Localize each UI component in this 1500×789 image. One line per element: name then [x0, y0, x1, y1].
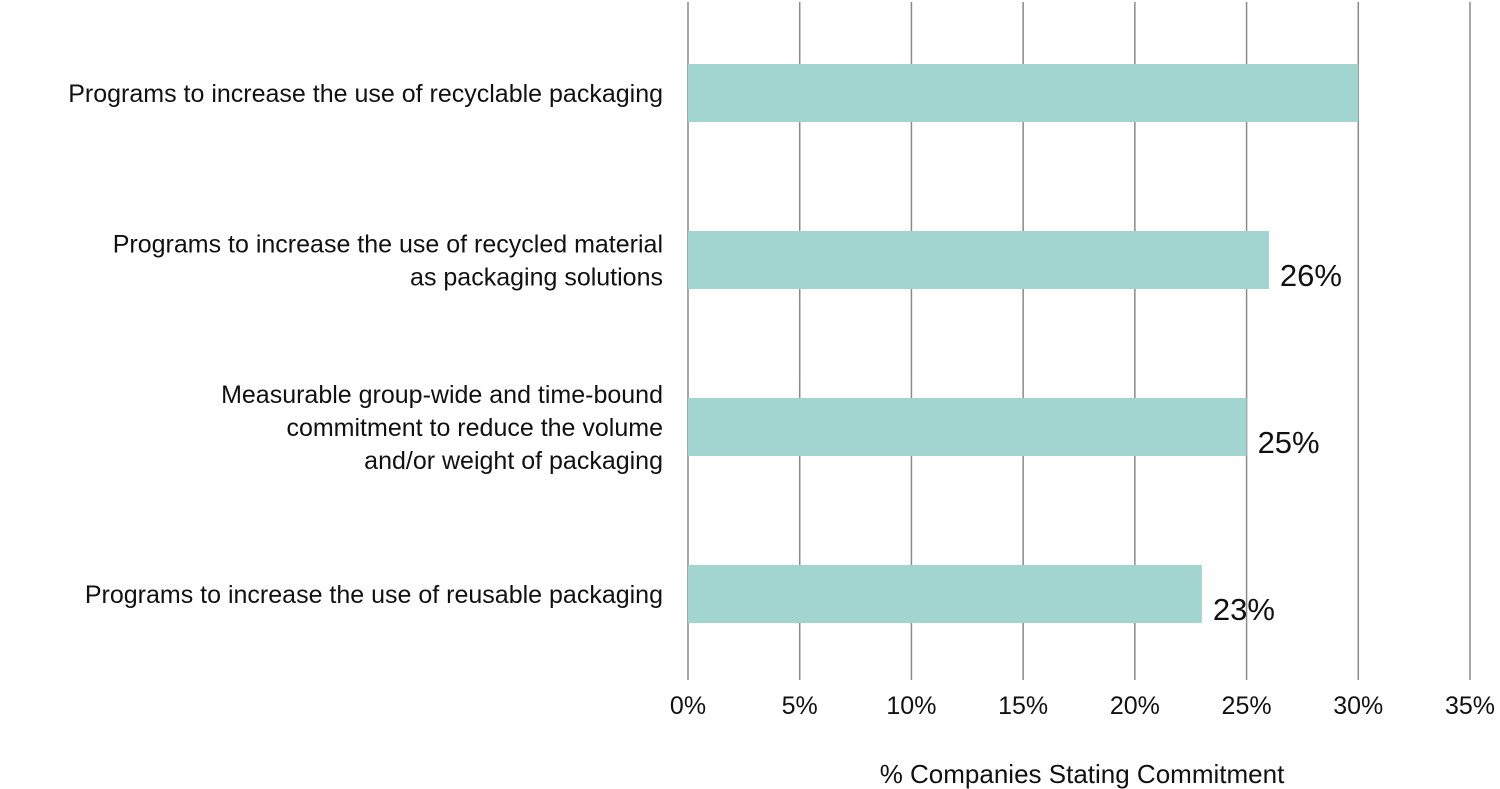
x-tick-label: 5% [782, 692, 818, 720]
x-tick-labels: 0% 5% 10% 15% 20% 25% 30% 35% [670, 692, 1495, 720]
category-label: Programs to increase the use of reusable… [85, 581, 663, 609]
category-label: and/or weight of packaging [364, 447, 663, 475]
category-label: Measurable group-wide and time-bound [221, 381, 663, 409]
x-axis-title: % Companies Stating Commitment [880, 759, 1285, 789]
bars [688, 64, 1359, 623]
x-tick-label: 25% [1222, 692, 1272, 720]
data-labels: 26% 25% 23% [1213, 258, 1342, 627]
category-label: commitment to reduce the volume [286, 414, 663, 442]
x-tick-label: 0% [670, 692, 706, 720]
category-labels: Programs to increase the use of recyclab… [68, 80, 663, 609]
data-label: 25% [1258, 425, 1320, 460]
x-tick-label: 10% [886, 692, 936, 720]
data-label: 23% [1213, 592, 1275, 627]
bar [688, 231, 1269, 289]
bar [688, 398, 1247, 456]
x-tick-label: 30% [1333, 692, 1383, 720]
category-label: as packaging solutions [410, 264, 663, 292]
bar [688, 64, 1359, 122]
x-tick-label: 35% [1445, 692, 1495, 720]
x-tick-label: 20% [1110, 692, 1160, 720]
category-label: Programs to increase the use of recycled… [113, 231, 663, 259]
bar [688, 565, 1202, 623]
category-label: Programs to increase the use of recyclab… [68, 80, 663, 108]
x-tick-label: 15% [998, 692, 1048, 720]
data-label: 26% [1280, 258, 1342, 293]
